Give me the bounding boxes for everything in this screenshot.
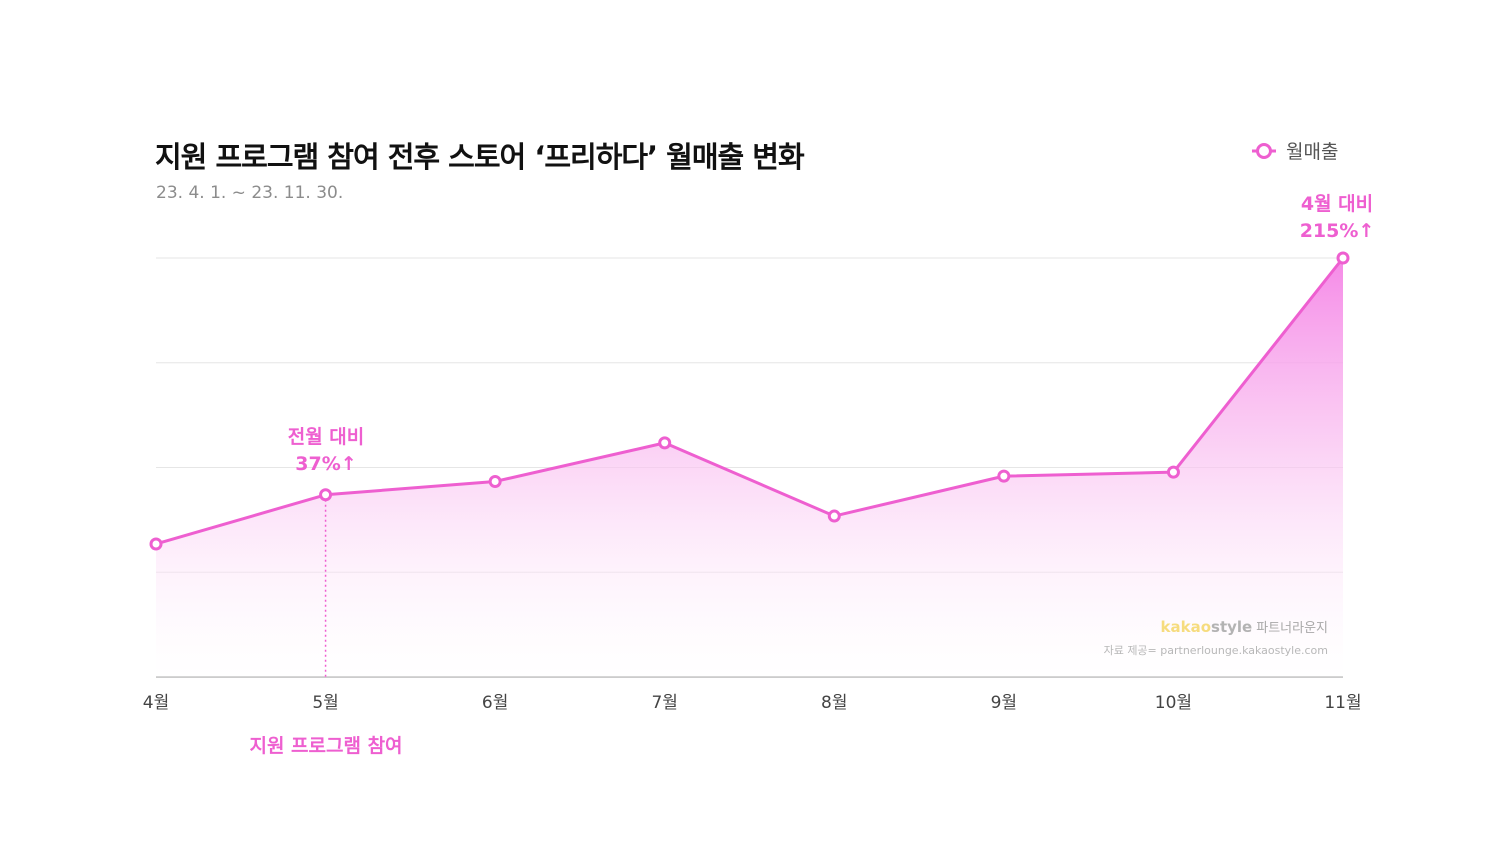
data-point [827,509,841,523]
series-area [156,258,1343,677]
x-tick-label: 6월 [481,693,509,713]
kakaostyle-logo: kakaostyle 파트너라운지 [1160,618,1328,636]
x-tick-label: 7월 [651,693,678,713]
data-point [319,488,333,502]
x-tick-label: 8월 [821,693,848,713]
watermark: kakaostyle 파트너라운지 자료 제공= partnerlounge.ka… [1104,617,1328,658]
source-note: 자료 제공= partnerlounge.kakaostyle.com [1103,644,1328,657]
annotation-vs-april: 4월 대비 215%↑ [1300,191,1375,245]
annotation-vs-april-label: 4월 대비 [1300,193,1374,215]
data-point [997,469,1011,483]
data-point [658,436,672,450]
annotation-mom-value: 37%↑ [295,453,357,475]
data-point [1336,251,1350,265]
legend: 월매출 [1252,137,1338,164]
x-tick-label: 4월 [142,693,170,713]
x-tick-label: 10월 [1154,693,1193,713]
data-point [149,537,163,551]
series-line [155,257,1345,546]
annotation-vs-april-value: 215%↑ [1299,220,1375,242]
annotation-mom-growth: 전월 대비 37%↑ [288,424,365,478]
chart-date-range: 23. 4. 1. ~ 23. 11. 30. [156,183,344,203]
event-label: 지원 프로그램 참여 [249,735,403,757]
x-tick-label: 9월 [990,693,1018,713]
x-tick-label: 11월 [1324,693,1362,713]
ring-marker-icon [1252,142,1276,159]
annotation-mom-label: 전월 대비 [287,426,365,448]
chart-title: 지원 프로그램 참여 전후 스토어 ‘프리하다’ 월매출 변화 [155,140,805,174]
data-point [488,474,502,488]
legend-label: 월매출 [1286,141,1339,163]
x-tick-label: 5월 [312,693,339,713]
data-point [1166,465,1180,479]
